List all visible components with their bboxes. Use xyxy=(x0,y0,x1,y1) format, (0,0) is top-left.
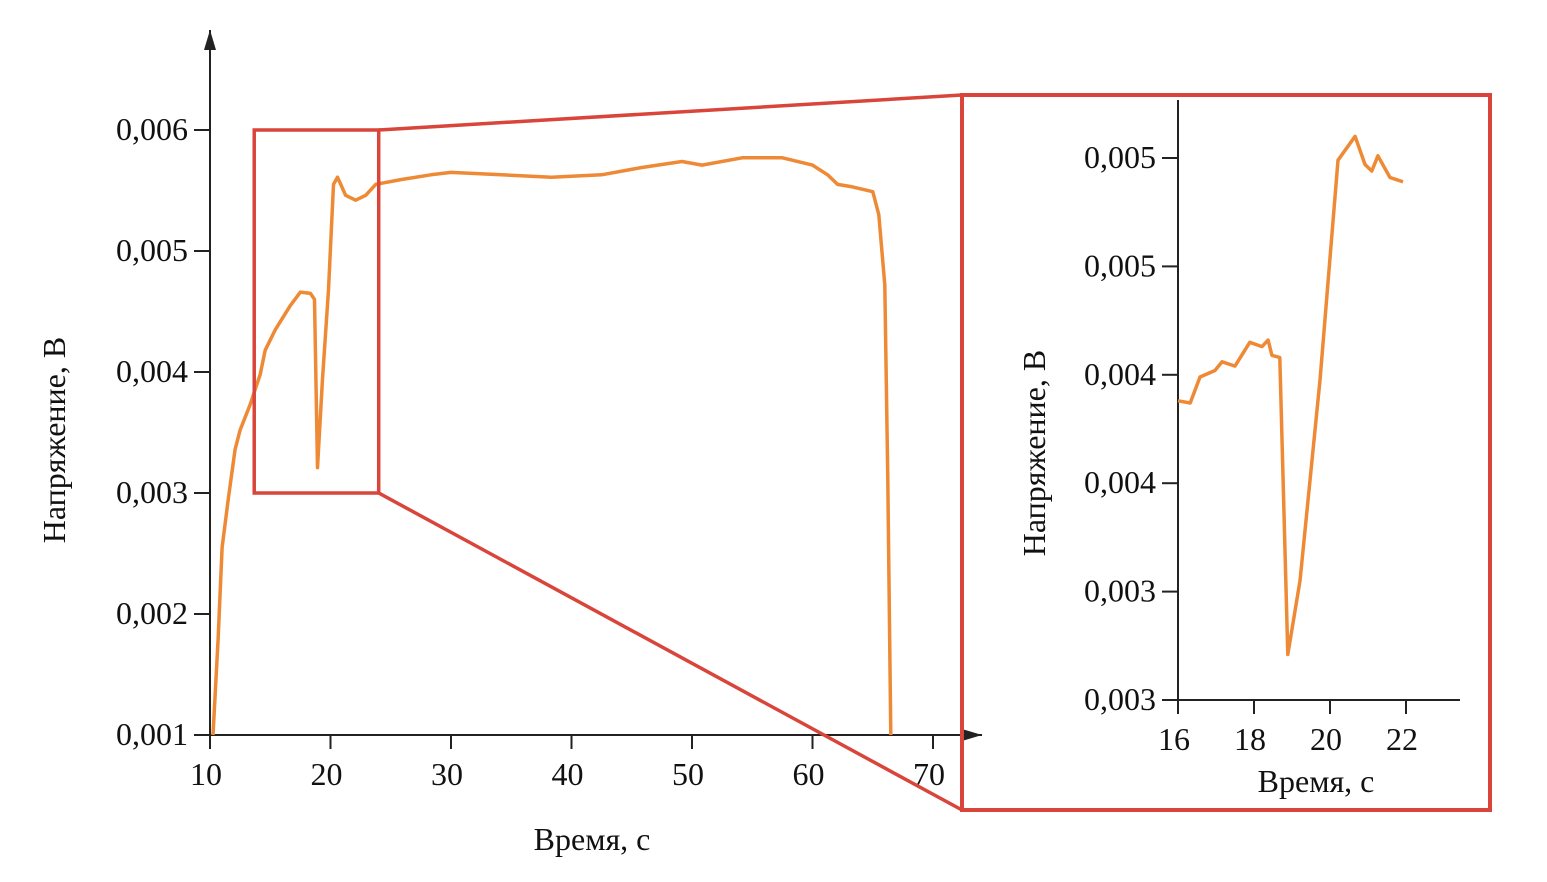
x-tick-label: 40 xyxy=(552,756,584,792)
series-line xyxy=(1177,134,1404,657)
x-tick-label: 60 xyxy=(793,756,825,792)
x-tick-label: 18 xyxy=(1234,721,1266,757)
inset-chart: 0,003 0,003 0,004 0,004 0,005 0,005 16 18 20 22 Вр… xyxy=(1016,100,1460,799)
zoom-connector-bottom xyxy=(377,491,963,812)
y-tick-label: 0,003 xyxy=(116,474,188,510)
y-tick-label: 0,003 xyxy=(1084,573,1156,609)
x-tick-label: 30 xyxy=(431,756,463,792)
x-tick-label: 16 xyxy=(1158,721,1190,757)
y-tick-label: 0,004 xyxy=(1084,356,1156,392)
y-tick-label: 0,001 xyxy=(116,716,188,752)
zoom-region-box xyxy=(252,128,381,495)
y-tick-label: 0,004 xyxy=(1084,464,1156,500)
y-tick-label: 0,005 xyxy=(1084,247,1156,283)
x-tick-label: 50 xyxy=(672,756,704,792)
y-tick-label: 0,002 xyxy=(116,595,188,631)
x-tick-label: 20 xyxy=(311,756,343,792)
x-tick-label: 22 xyxy=(1386,721,1418,757)
x-tick-label: 20 xyxy=(1310,721,1342,757)
y-tick-label: 0,005 xyxy=(1084,139,1156,175)
y-axis-label: Напряжение, В xyxy=(36,337,72,543)
zoom-connector-top xyxy=(378,93,963,132)
x-axis-label: Время, с xyxy=(534,821,651,857)
zoom-indicator xyxy=(252,93,1492,812)
x-axis-arrow xyxy=(962,729,982,741)
y-tick-label: 0,006 xyxy=(116,111,188,147)
main-chart: 0,001 0,002 0,003 0,004 0,005 0,006 10 20 30 40 50… xyxy=(36,30,982,857)
y-axis-arrow xyxy=(204,30,216,50)
inset-frame xyxy=(960,93,1492,812)
y-tick-label: 0,005 xyxy=(116,232,188,268)
y-tick-label: 0,004 xyxy=(116,353,188,389)
y-tick-label: 0,003 xyxy=(1084,681,1156,717)
x-tick-label: 10 xyxy=(190,756,222,792)
y-axis-label: Напряжение, В xyxy=(1016,350,1052,556)
series-line xyxy=(211,156,893,736)
x-axis-label: Время, с xyxy=(1258,763,1375,799)
